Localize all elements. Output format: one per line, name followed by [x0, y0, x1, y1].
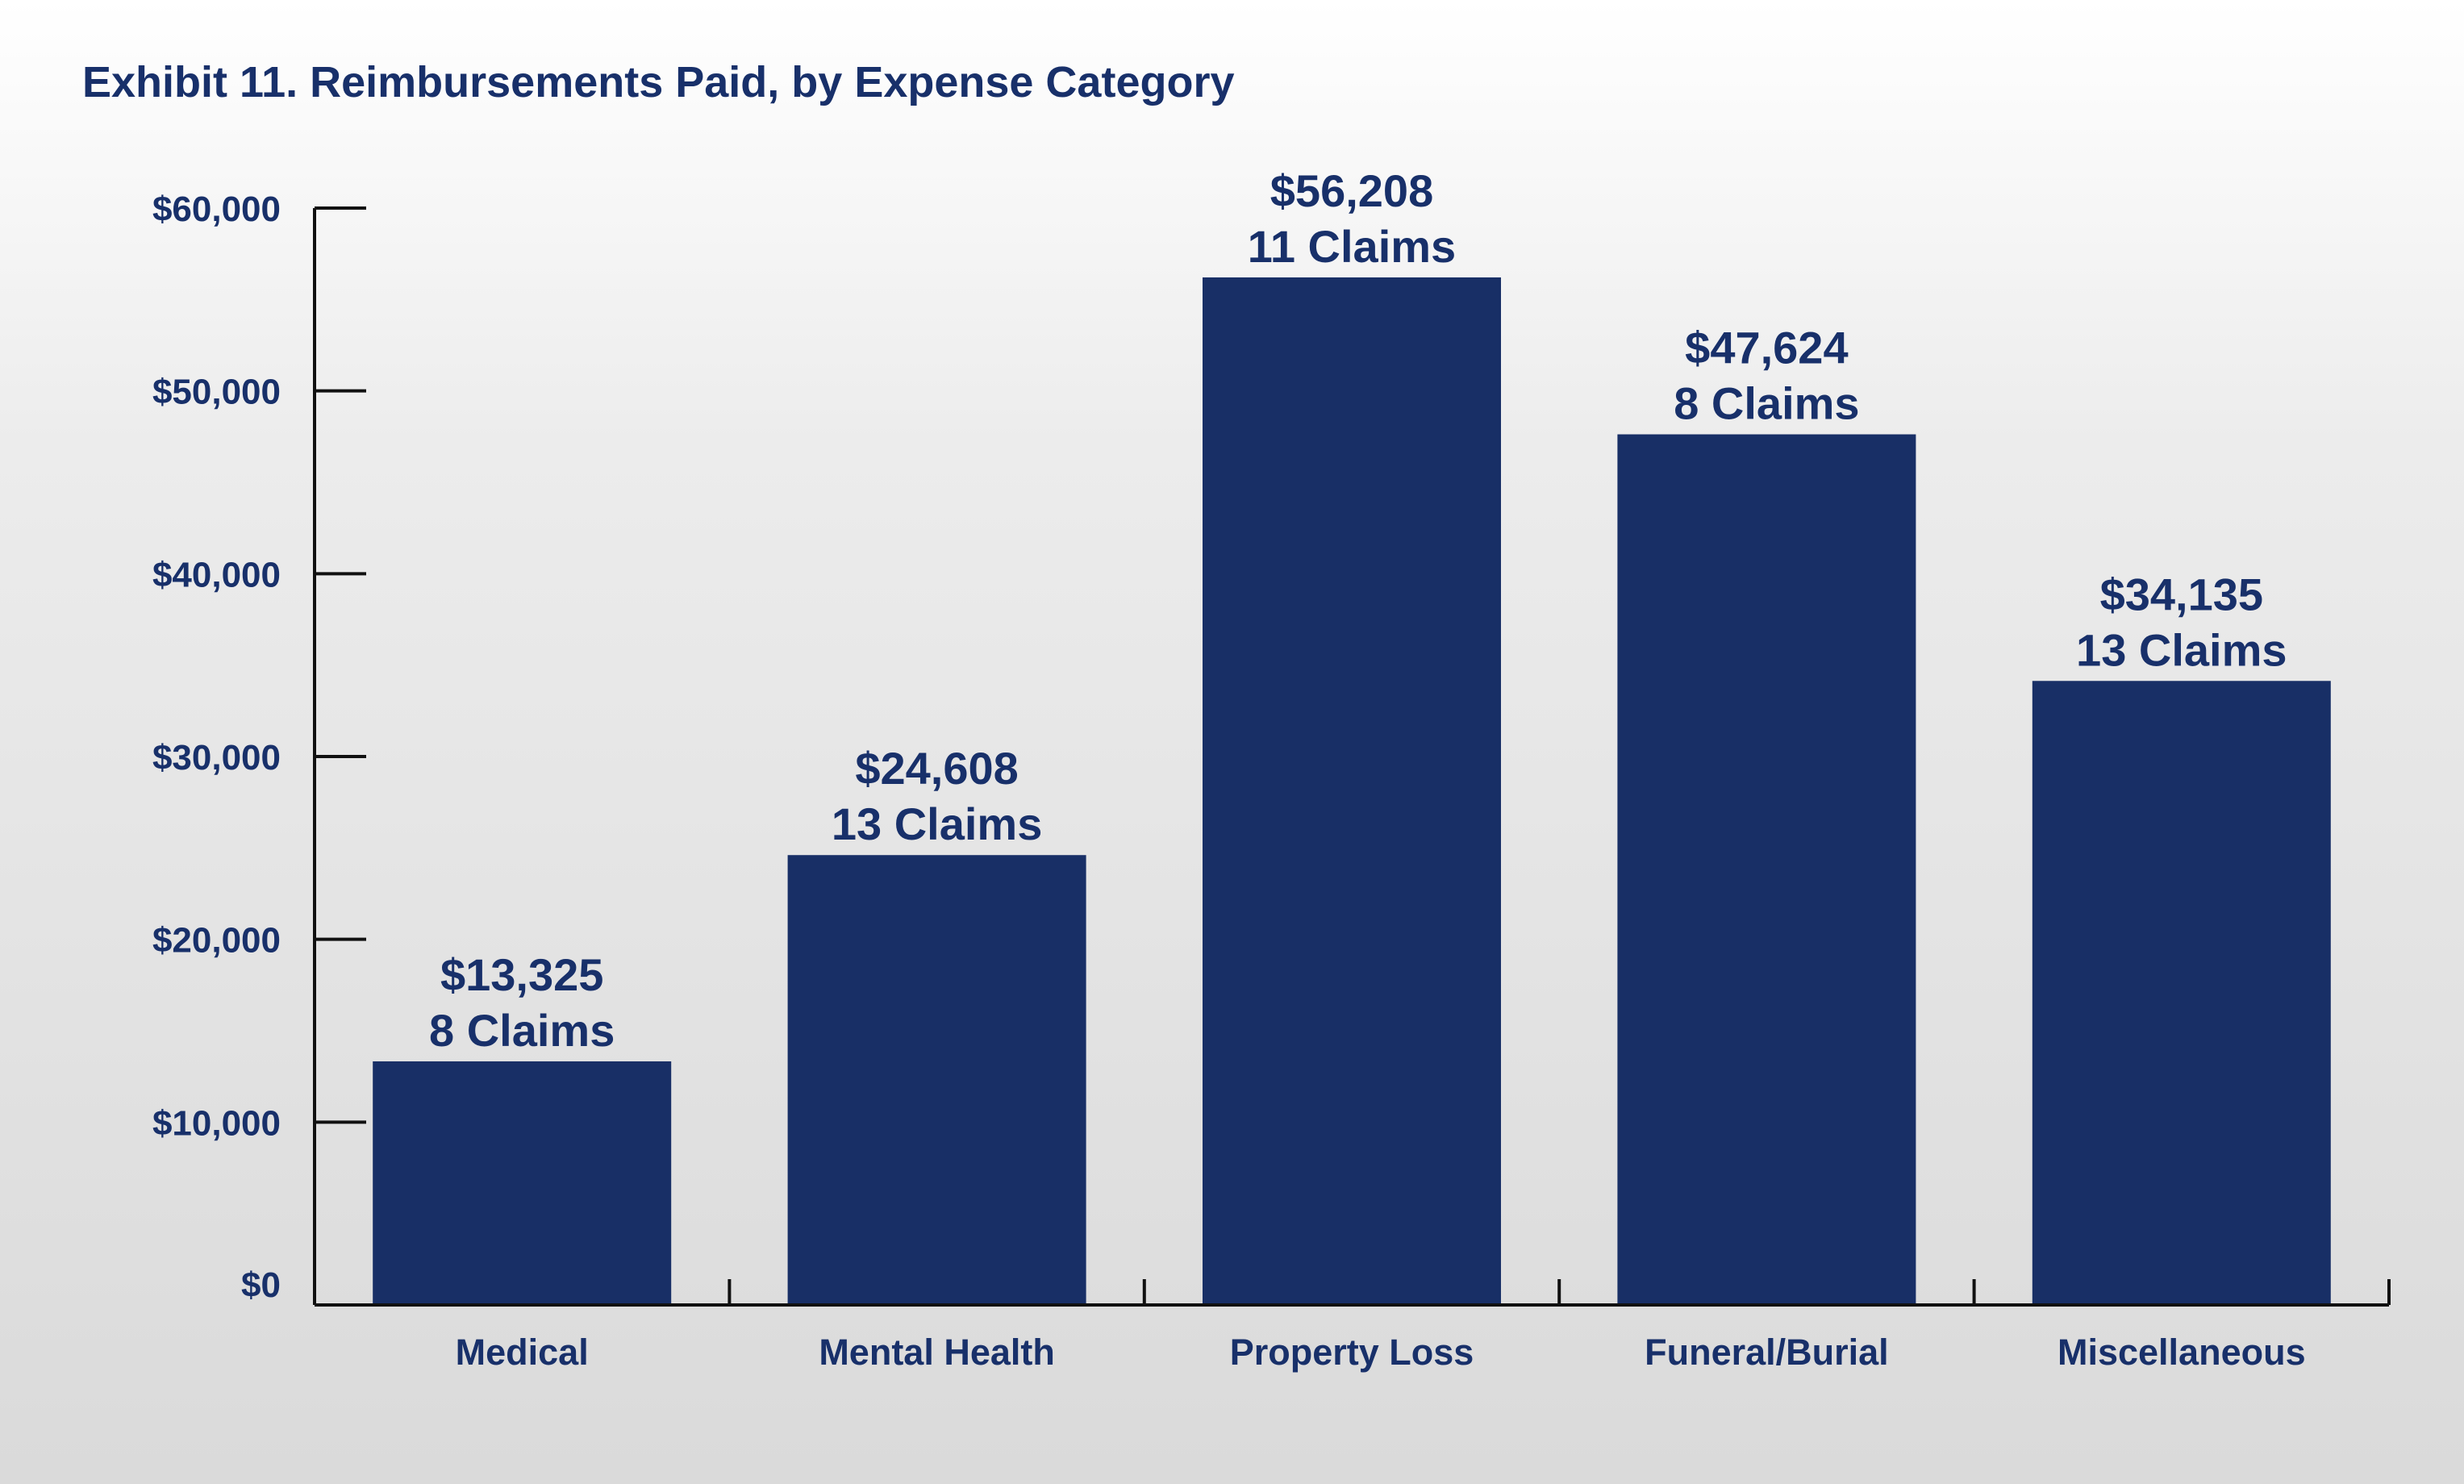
data-label-value: $34,135 [2100, 569, 2263, 619]
data-label-claims: 13 Claims [2076, 624, 2287, 675]
y-tick-label: $60,000 [152, 190, 281, 229]
x-tick-label: Miscellaneous [2058, 1332, 2306, 1373]
y-tick-label: $50,000 [152, 373, 281, 412]
x-tick-label: Funeral/Burial [1645, 1332, 1889, 1373]
bar-funeral-burial [1617, 434, 1916, 1305]
y-tick-label: $30,000 [152, 738, 281, 777]
data-label-value: $47,624 [1685, 323, 1848, 373]
data-label-claims: 11 Claims [1248, 221, 1456, 272]
x-tick-label: Property Loss [1230, 1332, 1474, 1373]
chart-title: Exhibit 11. Reimbursements Paid, by Expe… [82, 58, 1235, 106]
data-label-claims: 8 Claims [429, 1005, 615, 1056]
axes-layer [313, 206, 2391, 1307]
x-tick-label: Mental Health [819, 1332, 1055, 1373]
y-tick-label: $10,000 [152, 1103, 281, 1143]
y-tick-label: $20,000 [152, 921, 281, 961]
data-label-value: $24,608 [855, 743, 1018, 794]
bar-property-loss [1203, 277, 1501, 1305]
bar-miscellaneous [2032, 681, 2331, 1305]
x-tick-label: Medical [456, 1332, 589, 1373]
data-label-value: $56,208 [1270, 165, 1433, 216]
data-label-value: $13,325 [440, 949, 603, 1000]
bar-medical [373, 1061, 672, 1305]
bar-mental-health [787, 855, 1086, 1305]
data-label-claims: 13 Claims [832, 798, 1043, 849]
bars-layer [373, 277, 2331, 1305]
data-label-claims: 8 Claims [1674, 378, 1859, 429]
y-tick-label: $40,000 [152, 555, 281, 594]
y-tick-label: $0 [241, 1265, 281, 1305]
